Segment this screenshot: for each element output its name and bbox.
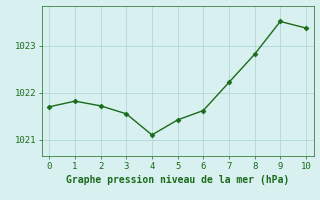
X-axis label: Graphe pression niveau de la mer (hPa): Graphe pression niveau de la mer (hPa) bbox=[66, 175, 289, 185]
